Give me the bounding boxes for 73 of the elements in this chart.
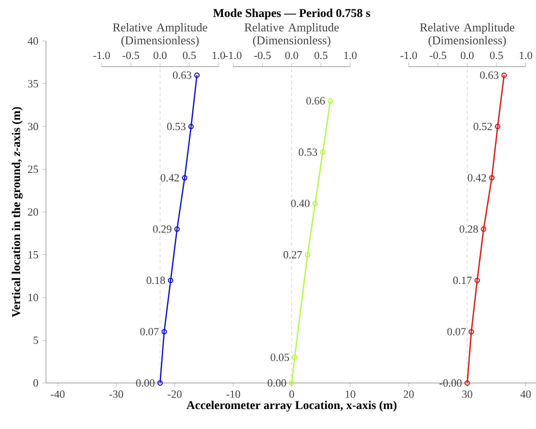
data-label: 0.52 (474, 122, 492, 130)
y-tick-label: 20 (28, 208, 38, 216)
x-tick-label: -0.5 (254, 52, 271, 60)
data-label: 0.05 (270, 354, 289, 362)
x-tick-label: 0.0 (285, 52, 298, 60)
point (161, 329, 167, 334)
chart-title: Mode Shapes — Period 0.758 s (213, 8, 370, 20)
x-tick-label: -40 (50, 390, 65, 398)
y-tick-label: 5 (34, 336, 38, 344)
data-label: 0.17 (453, 276, 472, 284)
x-tick-label: 0 (289, 390, 294, 398)
data-label: 0.07 (140, 328, 159, 336)
data-label: 0.00 (136, 379, 154, 387)
x-tick-label: 1.0 (344, 52, 357, 60)
point (188, 124, 194, 130)
point (480, 226, 486, 232)
y-axis-title: Vertical location in the ground, z-axis (m) (12, 107, 23, 318)
point (474, 278, 480, 284)
x-axis-title: Relative Amplitude (Dimensionless) (244, 23, 339, 47)
data-label: 0.18 (146, 276, 165, 284)
data-label: 0.00 (268, 379, 286, 387)
x-tick-label: 40 (520, 390, 531, 398)
point (174, 226, 180, 232)
point (320, 149, 326, 155)
x-tick-label: -1.0 (224, 52, 242, 60)
data-label: 0.27 (284, 251, 302, 258)
y-tick-label: 30 (28, 122, 38, 130)
x-tick-label: 1.0 (212, 52, 226, 60)
x-tick-label: 20 (404, 390, 414, 398)
data-label: -0.00 (440, 379, 462, 387)
data-label: 0.07 (447, 328, 466, 336)
y-tick-label: 35 (28, 80, 38, 88)
point (489, 175, 494, 180)
data-label: 0.53 (167, 122, 186, 130)
y-tick-label: 40 (28, 37, 38, 45)
data-label: 0.42 (468, 174, 486, 182)
data-label: 0.29 (153, 225, 172, 233)
x-tick-label: 10 (346, 390, 356, 398)
data-label: 0.28 (460, 225, 478, 233)
x-tick-label: 30 (462, 390, 472, 398)
data-label: 0.63 (480, 71, 498, 79)
y-tick-label: 0 (33, 379, 38, 387)
point (168, 278, 174, 284)
x-tick-label: -1.0 (93, 52, 110, 60)
x-tick-label: -0.5 (122, 52, 140, 60)
x-axis-title: Relative Amplitude (Dimensionless) (112, 23, 208, 47)
x-tick-label: -10 (226, 390, 240, 398)
x-tick-label: 0.5 (314, 52, 328, 60)
x-tick-label: 0.0 (460, 52, 474, 60)
data-label: 0.66 (306, 97, 325, 105)
y-tick-label: 25 (28, 166, 38, 173)
data-label: 0.63 (172, 71, 192, 79)
point (304, 252, 310, 258)
data-label: 0.42 (160, 174, 179, 182)
point (468, 329, 474, 334)
point (292, 354, 298, 360)
x-axis-title: Relative Amplitude (Dimensionless) (420, 23, 514, 47)
point (494, 124, 500, 130)
data-label: 0.53 (298, 148, 318, 156)
x-axis-title: Accelerometer array Location, x-axis (m) (186, 400, 396, 412)
x-tick-label: -1.0 (400, 52, 417, 60)
x-tick-label: -30 (109, 390, 124, 398)
point (182, 175, 188, 180)
point (312, 200, 318, 206)
y-tick-label: 10 (28, 294, 38, 302)
y-tick-label: 15 (28, 251, 38, 258)
x-tick-label: 0.5 (490, 52, 503, 60)
x-tick-label: -0.5 (430, 52, 446, 60)
x-tick-label: -20 (168, 390, 182, 398)
x-tick-label: 0.5 (182, 52, 196, 60)
x-tick-label: 1.0 (520, 52, 532, 60)
x-tick-label: 0.0 (154, 52, 167, 60)
data-label: 0.40 (291, 200, 310, 208)
